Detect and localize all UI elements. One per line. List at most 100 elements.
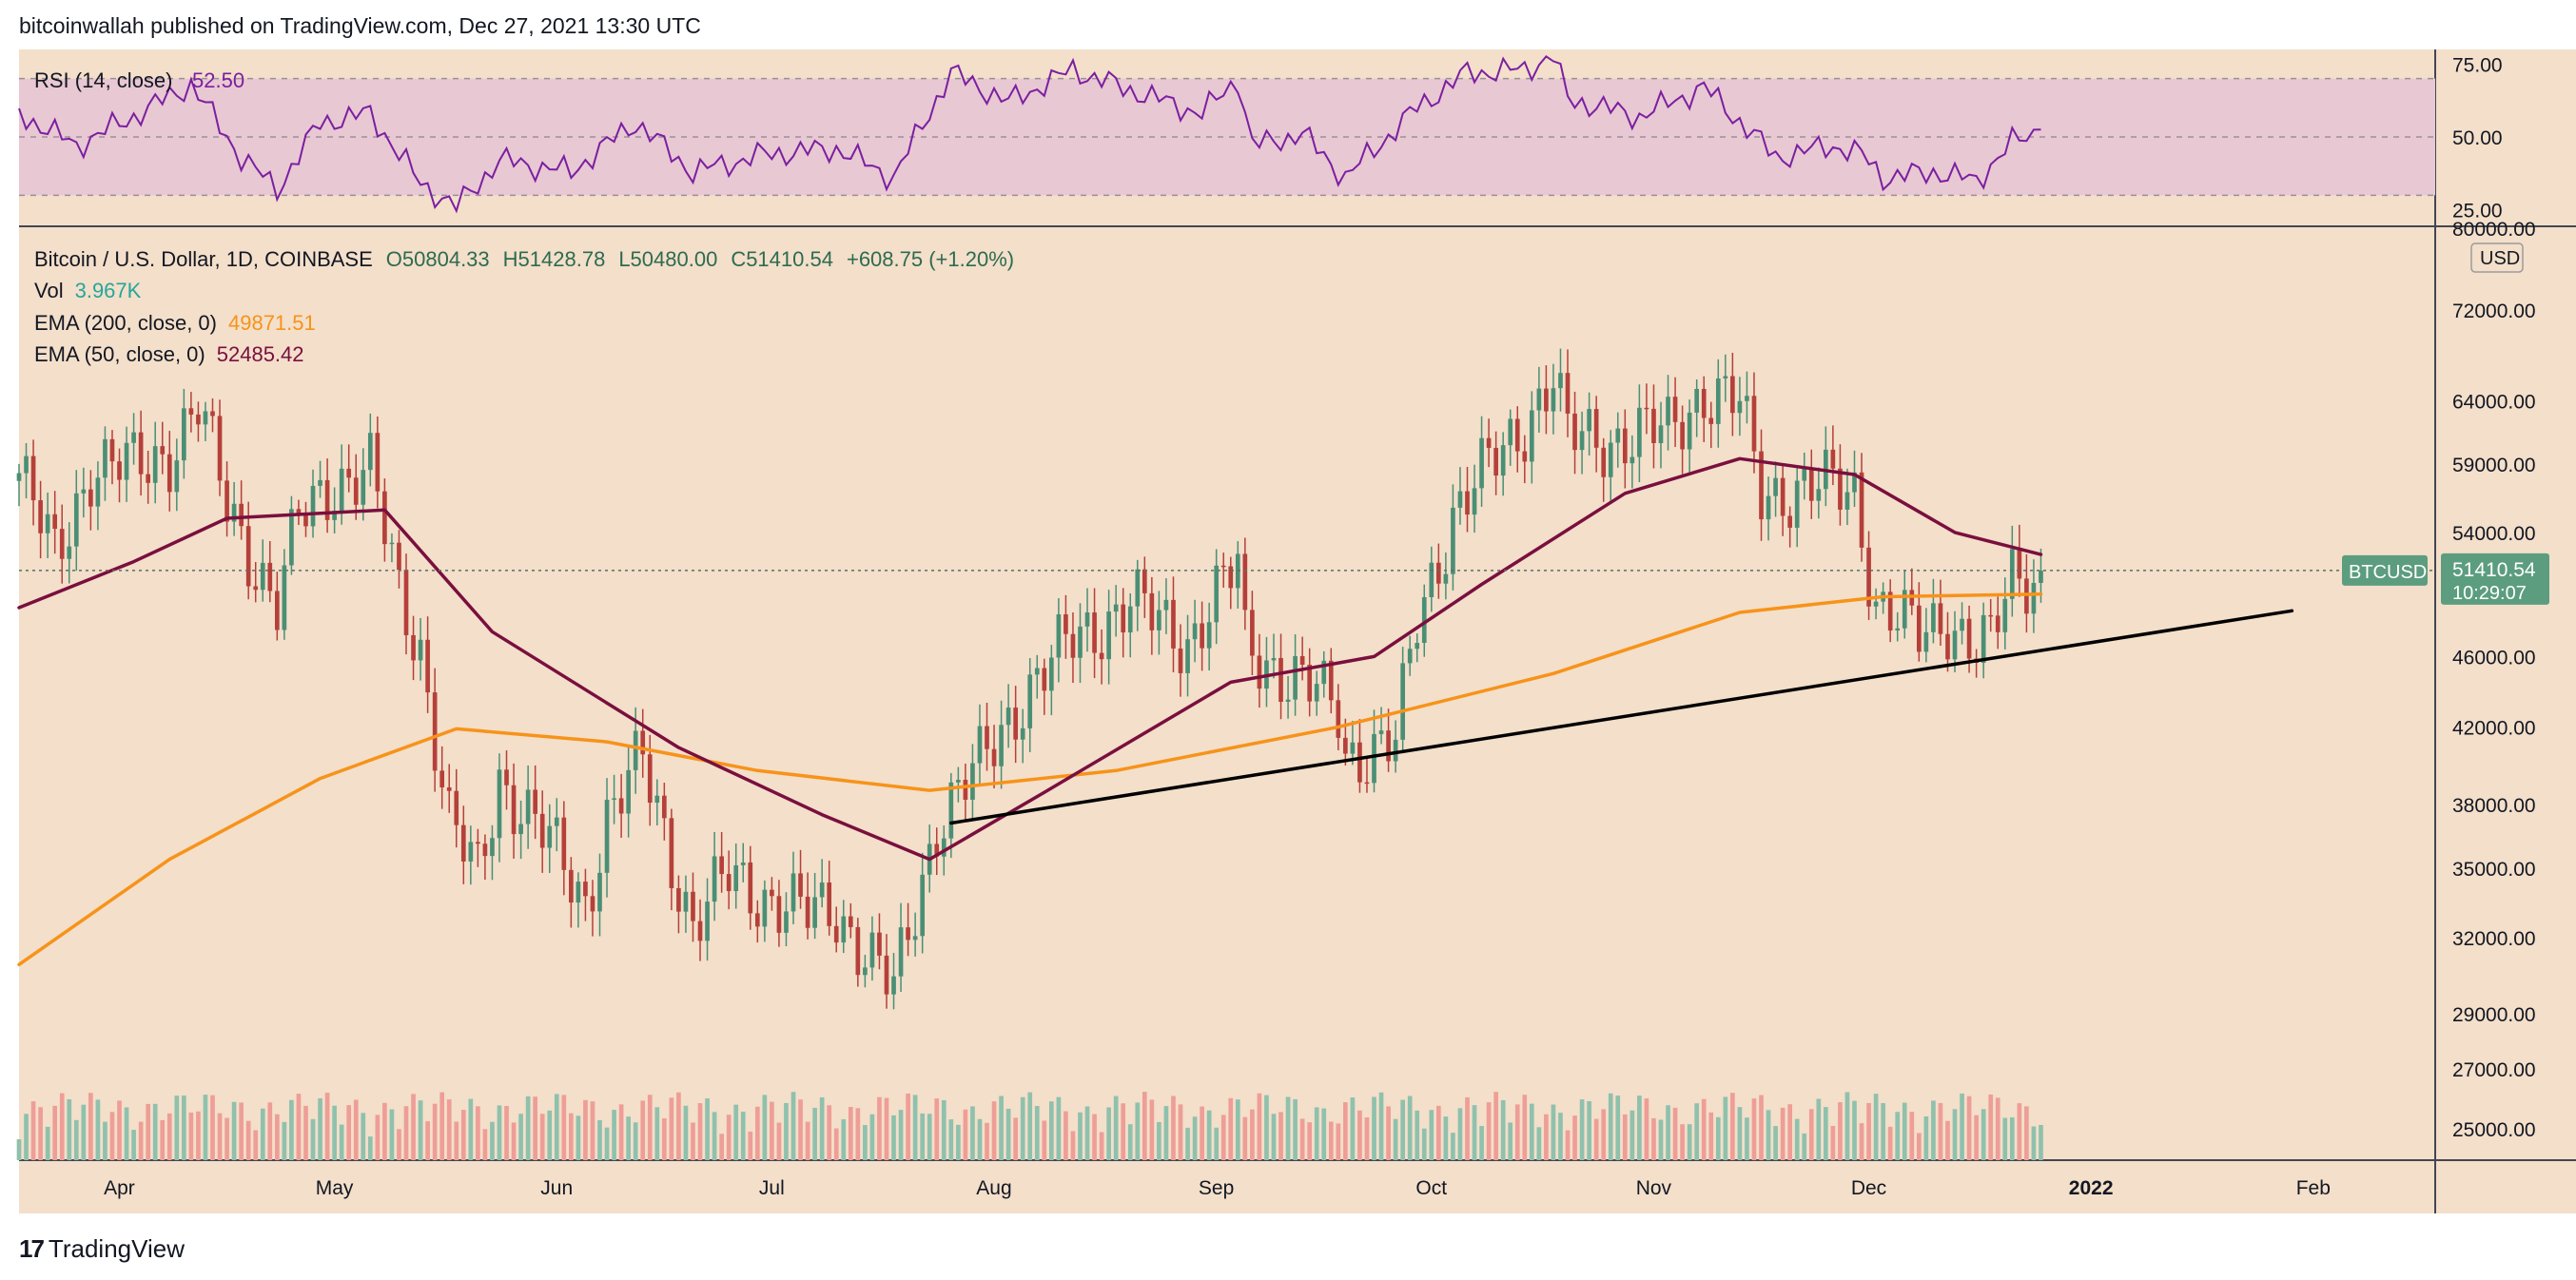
candle-body xyxy=(841,916,847,943)
candle-body xyxy=(1995,615,2000,632)
candle-body xyxy=(869,932,875,968)
candle-body xyxy=(977,726,983,764)
time-label-8: Dec xyxy=(1851,1177,1886,1199)
volume-bar xyxy=(425,1121,430,1160)
candle-body xyxy=(963,779,968,801)
candle-body xyxy=(188,408,194,415)
volume-bar xyxy=(1544,1114,1549,1160)
candle-body xyxy=(1135,569,1141,607)
currency-label: USD xyxy=(2480,248,2520,269)
legend-volume: Vol 3.967K xyxy=(34,279,142,302)
volume-bar xyxy=(1852,1100,1857,1160)
volume-bar xyxy=(1536,1127,1542,1160)
candle-body xyxy=(468,842,474,862)
candle-body xyxy=(1465,491,1470,515)
candle-body xyxy=(1816,489,1822,501)
volume-bar xyxy=(1113,1096,1119,1160)
volume-bar xyxy=(1708,1112,1714,1160)
symbol-tag xyxy=(2342,554,2428,586)
candle-body xyxy=(1049,657,1054,691)
volume-bar xyxy=(662,1118,667,1160)
candle-body xyxy=(941,838,946,857)
candle-body xyxy=(1293,655,1298,700)
volume-bar xyxy=(863,1125,868,1160)
candle-body xyxy=(59,529,65,559)
volume-bar xyxy=(927,1114,932,1160)
candle-body xyxy=(1672,397,1678,422)
legend-ema200: EMA (200, close, 0) 49871.51 xyxy=(34,311,316,335)
candle-body xyxy=(1386,730,1391,762)
time-label-10: Feb xyxy=(2296,1177,2331,1199)
candle-body xyxy=(346,468,352,478)
candle-body xyxy=(324,479,330,520)
volume-bar xyxy=(941,1099,946,1160)
candle-body xyxy=(697,921,703,941)
candle-body xyxy=(1830,449,1836,469)
volume-bar xyxy=(411,1094,416,1160)
volume-bar xyxy=(1293,1098,1298,1160)
candle-body xyxy=(2039,570,2043,583)
volume-bar xyxy=(1672,1107,1678,1160)
candle-body xyxy=(67,546,72,559)
candle-body xyxy=(848,916,853,927)
candle-body xyxy=(1565,373,1571,414)
volume-bar xyxy=(1622,1114,1628,1160)
candle-body xyxy=(683,891,689,912)
volume-bar xyxy=(1931,1100,1936,1160)
candle-body xyxy=(740,862,746,865)
tradingview-brand[interactable]: 17 TradingView xyxy=(19,1234,185,1264)
candle-body xyxy=(561,817,567,870)
candle-body xyxy=(1551,388,1556,412)
price-tick-label-9: 32000.00 xyxy=(2452,928,2536,950)
candle-body xyxy=(1307,664,1313,702)
volume-bar xyxy=(432,1103,438,1160)
volume-bar xyxy=(1421,1128,1427,1160)
time-label-4: Aug xyxy=(976,1177,1011,1199)
candle-body xyxy=(303,514,308,527)
volume-bar xyxy=(583,1099,588,1160)
candle-body xyxy=(1121,604,1126,633)
candle-body xyxy=(1163,599,1169,611)
price-tick-label-2: 64000.00 xyxy=(2452,392,2536,414)
candle-body xyxy=(1601,447,1607,477)
candle-body xyxy=(597,872,602,912)
candle-body xyxy=(1945,633,1950,660)
volume-bar xyxy=(1020,1096,1025,1160)
volume-bar xyxy=(1235,1099,1240,1160)
volume-bar xyxy=(196,1111,201,1160)
candle-body xyxy=(2024,578,2029,614)
volume-bar xyxy=(361,1113,366,1160)
candle-body xyxy=(525,789,531,824)
volume-bar xyxy=(1730,1093,1735,1160)
candle-body xyxy=(1200,623,1204,649)
candle-body xyxy=(970,763,975,801)
volume-bar xyxy=(963,1109,968,1160)
candle-body xyxy=(1895,628,1901,631)
volume-bar xyxy=(590,1101,595,1160)
candle-body xyxy=(245,526,251,587)
volume-bar xyxy=(468,1098,474,1160)
volume-bar xyxy=(1493,1092,1498,1160)
volume-bar xyxy=(131,1130,136,1160)
candle-body xyxy=(439,770,445,788)
candle-body xyxy=(898,927,904,977)
volume-bar xyxy=(877,1096,882,1160)
price-tick-label-5: 46000.00 xyxy=(2452,647,2536,669)
time-label-3: Jul xyxy=(759,1177,785,1199)
volume-bar xyxy=(1838,1102,1843,1160)
volume-bar xyxy=(1694,1103,1700,1160)
candle-body xyxy=(375,433,381,492)
volume-bar xyxy=(188,1112,194,1160)
volume-bar xyxy=(848,1107,853,1160)
volume-bar xyxy=(454,1121,459,1160)
volume-bar xyxy=(38,1107,43,1160)
candle-body xyxy=(490,838,495,857)
candle-body xyxy=(1608,442,1613,477)
volume-bar xyxy=(1206,1110,1212,1160)
candle-body xyxy=(1522,451,1528,462)
volume-bar xyxy=(1271,1114,1277,1160)
volume-bar xyxy=(1780,1107,1786,1160)
candle-body xyxy=(1328,660,1334,701)
volume-bar xyxy=(81,1104,87,1160)
